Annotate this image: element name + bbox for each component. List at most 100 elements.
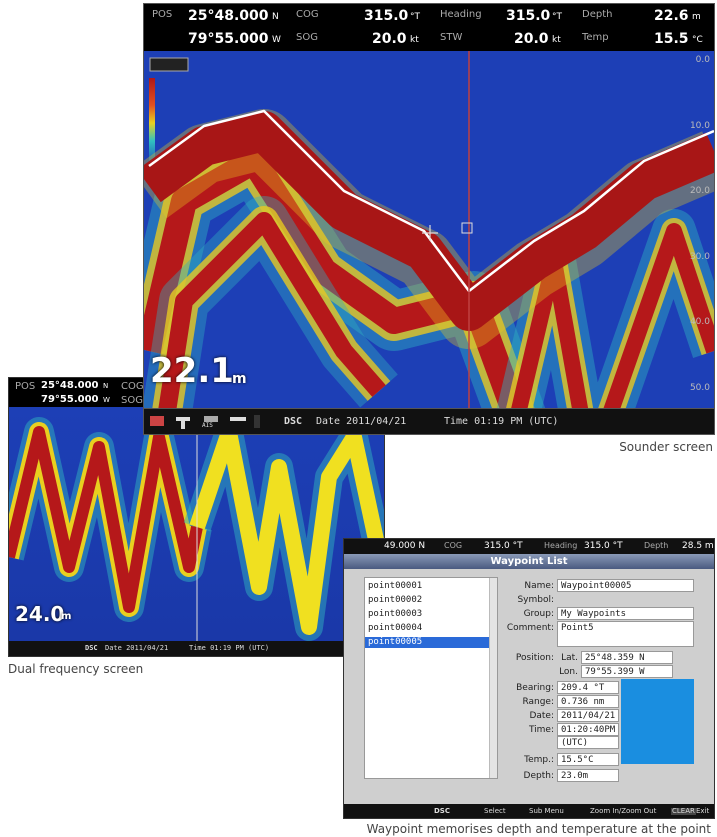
ais-label: AIS	[202, 422, 213, 429]
field-value: 79°55.399 W	[581, 665, 673, 678]
time: Time 01:19 PM (UTC)	[189, 644, 270, 652]
depth-readout: 24.0	[15, 602, 65, 626]
date: Date 2011/04/21	[105, 644, 169, 652]
dsc: DSC	[434, 807, 450, 815]
list-item[interactable]: point00002	[368, 595, 423, 605]
footer-icons	[150, 415, 260, 429]
footer: AIS DSC Date 2011/04/21 Time 01:19 PM (U…	[144, 408, 714, 434]
date: Date 2011/04/21	[316, 416, 407, 427]
unit: m	[692, 12, 701, 22]
waypoint-list: point00001 point00002 point00003 point00004…	[364, 577, 498, 779]
field-label: Symbol:	[517, 595, 554, 605]
header: 49.000 N COG 315.0 °T Heading 315.0 °T D…	[344, 539, 714, 554]
label: SOG	[121, 395, 143, 406]
label: COG	[296, 9, 319, 20]
field-value: My Waypoints	[557, 607, 694, 620]
field-value: Point5	[557, 621, 694, 647]
value: 25°48.000	[188, 8, 269, 24]
value: 20.0	[514, 31, 549, 47]
value: 79°55.000	[188, 31, 269, 47]
sub-menu[interactable]: Sub Menu	[529, 807, 564, 815]
label: Heading	[440, 9, 482, 20]
unit: W	[103, 396, 110, 404]
field-value: 25°48.359 N	[581, 651, 673, 664]
value: 20.0	[372, 31, 407, 47]
label: Depth	[582, 9, 613, 20]
field-label: Time:	[528, 725, 554, 735]
list-item[interactable]: point00004	[368, 623, 423, 633]
field-value: 0.736 nm	[557, 695, 619, 708]
caption: Waypoint memorises depth and temperature…	[366, 822, 711, 836]
field-value: 2011/04/21	[557, 709, 619, 722]
select[interactable]: Select	[484, 807, 506, 815]
dialog-title: Waypoint List	[344, 554, 714, 569]
dsc: DSC	[284, 416, 303, 427]
label: POS	[15, 381, 36, 392]
value: 15.5	[654, 31, 689, 47]
field-label: Comment:	[506, 623, 554, 633]
label: Depth	[644, 541, 669, 550]
time: Time 01:19 PM (UTC)	[444, 416, 559, 427]
scale-label: 10.0	[689, 120, 710, 131]
field-label: Date:	[529, 711, 554, 721]
unit: kt	[410, 35, 419, 45]
value: 79°55.000	[41, 394, 99, 405]
unit: W	[272, 35, 281, 45]
field-label: Group:	[523, 609, 554, 619]
field-label: Temp.:	[524, 755, 554, 765]
unit: °T	[410, 12, 420, 22]
clear[interactable]: CLEAR	[671, 807, 696, 815]
value: 22.6	[654, 8, 689, 24]
footer: DSC Date 2011/04/21 Time 01:19 PM (UTC)	[9, 641, 384, 656]
field-label: Depth:	[523, 771, 554, 781]
field-value: Waypoint00005	[557, 579, 694, 592]
unit: N	[103, 382, 109, 390]
scale-label: 30.0	[689, 251, 710, 262]
list-item[interactable]: point00001	[368, 581, 423, 591]
unit: kt	[552, 35, 561, 45]
label: SOG	[296, 32, 318, 43]
field-label: Range:	[522, 697, 554, 707]
zoom[interactable]: Zoom In/Zoom Out	[590, 807, 657, 815]
field-label: Position:	[515, 653, 554, 663]
label: Temp	[582, 32, 609, 43]
label: COG	[121, 381, 144, 392]
sonar-image	[144, 51, 714, 409]
list-item[interactable]: point00003	[368, 609, 423, 619]
value: 49.000 N	[384, 541, 426, 551]
value: 315.0 °T	[584, 541, 623, 551]
scale-label: 40.0	[689, 317, 710, 327]
value: 315.0 °T	[484, 541, 523, 551]
field-value: 01:20:40PM	[557, 723, 619, 736]
unit: N	[272, 12, 279, 22]
field-label: Name:	[524, 581, 554, 591]
sounder-screen: POS 25°48.000 N 79°55.000 W COG 315.0 °T…	[143, 3, 715, 435]
list-item[interactable]: point00005	[365, 637, 489, 648]
unit: °C	[692, 35, 703, 45]
map-preview	[621, 679, 694, 764]
depth-unit: m	[61, 611, 72, 622]
value: 315.0	[506, 8, 551, 24]
field-value: 23.0m	[557, 769, 619, 782]
label: STW	[440, 32, 463, 43]
sonar-image	[9, 407, 384, 641]
scale-label: 0.0	[695, 55, 710, 65]
label: COG	[444, 541, 463, 550]
depth-unit: m	[232, 371, 247, 387]
caption: Sounder screen	[619, 440, 713, 454]
label: POS	[152, 9, 173, 20]
label: Heading	[544, 541, 578, 550]
field-value: 15.5°C	[557, 753, 619, 766]
caption: Dual frequency screen	[8, 662, 144, 676]
value: 315.0	[364, 8, 409, 24]
field-label: Lon.	[559, 667, 578, 677]
exit[interactable]: Exit	[696, 807, 710, 815]
dsc: DSC	[85, 644, 98, 652]
field-value: 209.4 °T	[557, 681, 619, 694]
value: 28.5 m	[682, 541, 714, 551]
scale-label: 20.0	[689, 186, 710, 196]
field-label: Bearing:	[516, 683, 554, 693]
value: 25°48.000	[41, 380, 99, 391]
waypoint-screen: 49.000 N COG 315.0 °T Heading 315.0 °T D…	[343, 538, 715, 819]
field-label: Lat.	[561, 653, 578, 663]
